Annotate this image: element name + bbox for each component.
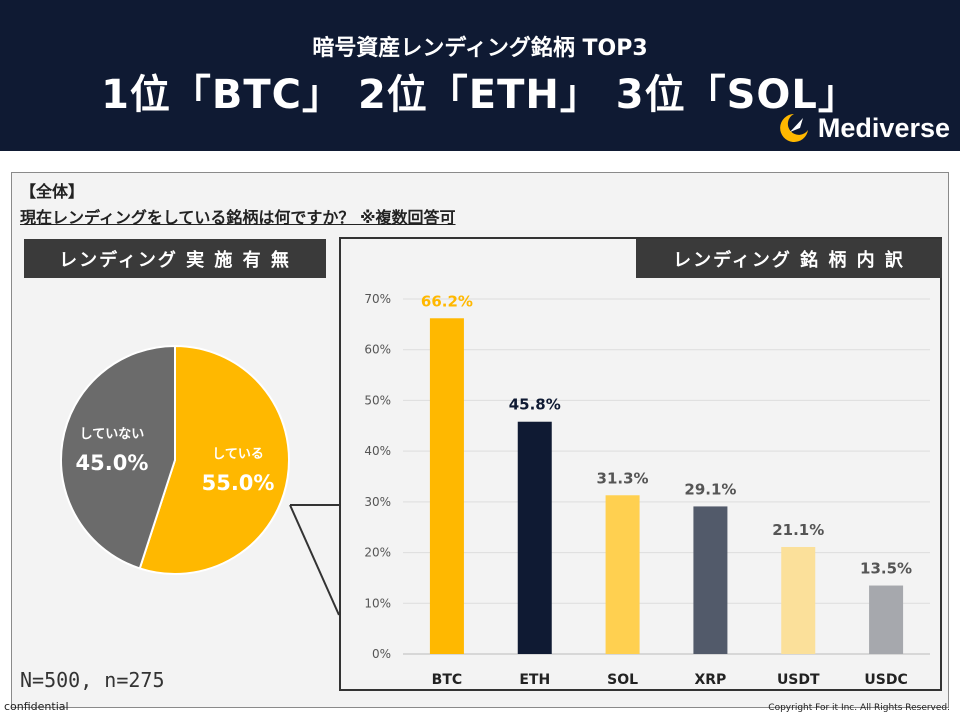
bar-value-label: 21.1% bbox=[772, 521, 824, 539]
x-tick-label: USDT bbox=[777, 672, 820, 688]
x-tick-label: XRP bbox=[694, 672, 726, 688]
y-tick-label: 30% bbox=[364, 495, 391, 509]
header-banner: 暗号資産レンディング銘柄 TOP3 1位「BTC」 2位「ETH」 3位「SOL… bbox=[0, 0, 960, 151]
x-tick-label: BTC bbox=[432, 672, 463, 688]
bar bbox=[517, 421, 552, 654]
header-title: 1位「BTC」 2位「ETH」 3位「SOL」 bbox=[101, 72, 859, 118]
pie-slice-value: 45.0% bbox=[76, 451, 149, 475]
y-tick-label: 70% bbox=[364, 292, 391, 306]
bar bbox=[781, 546, 816, 654]
bar-value-label: 29.1% bbox=[684, 480, 736, 498]
bar-value-label: 13.5% bbox=[860, 560, 912, 578]
pie-section-label: レンディング 実 施 有 無 bbox=[24, 239, 326, 278]
y-tick-label: 10% bbox=[364, 596, 391, 610]
x-tick-label: USDC bbox=[864, 672, 907, 688]
bar-value-label: 31.3% bbox=[597, 469, 649, 487]
bar bbox=[429, 318, 464, 654]
pie-slice bbox=[60, 344, 176, 570]
y-tick-label: 50% bbox=[364, 393, 391, 407]
x-tick-label: SOL bbox=[607, 672, 638, 688]
bar-value-label: 66.2% bbox=[421, 292, 473, 310]
pie-slice-label: している bbox=[212, 447, 264, 462]
question-text: 現在レンディングをしている銘柄は何ですか？ ※複数回答可 bbox=[20, 208, 456, 227]
pie-slice bbox=[138, 344, 290, 575]
question-heading: 【全体】 bbox=[20, 182, 85, 201]
bar bbox=[869, 585, 904, 654]
callout-line bbox=[289, 504, 340, 616]
header-subtitle: 暗号資産レンディング銘柄 TOP3 bbox=[312, 36, 648, 61]
bar-section-label: レンディング 銘 柄 内 訳 bbox=[636, 239, 942, 278]
bar bbox=[605, 495, 640, 654]
logo: Mediverse bbox=[776, 110, 950, 146]
logo-text: Mediverse bbox=[817, 112, 950, 143]
pie-slice-label: していない bbox=[80, 427, 145, 442]
bar-value-label: 45.8% bbox=[509, 396, 561, 414]
copyright: Copyright For it Inc. All Rights Reserve… bbox=[768, 703, 950, 713]
y-tick-label: 40% bbox=[364, 444, 391, 458]
x-tick-label: ETH bbox=[519, 672, 550, 688]
confidential-label: confidential bbox=[4, 700, 69, 713]
y-tick-label: 60% bbox=[364, 343, 391, 357]
y-tick-label: 0% bbox=[372, 647, 391, 661]
bar bbox=[693, 506, 728, 654]
rocket-moon-icon bbox=[780, 114, 808, 142]
sample-size: N=500, n=275 bbox=[20, 668, 165, 692]
pie-slice-value: 55.0% bbox=[202, 471, 275, 495]
y-tick-label: 20% bbox=[364, 546, 391, 560]
